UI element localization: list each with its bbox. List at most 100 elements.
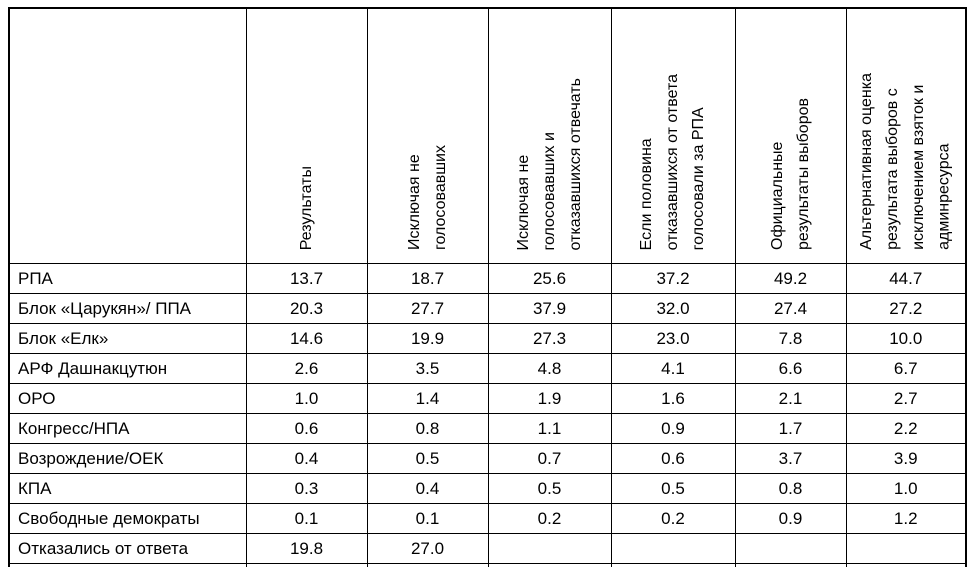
value-cell: 1.2: [845, 503, 967, 534]
value-cell: 0.2: [610, 503, 736, 534]
value-cell: 44.7: [845, 263, 967, 294]
column-header-excluding-nonvoters: Исключая не голосовавших: [366, 7, 489, 264]
value-cell: 0.6: [245, 413, 368, 444]
table-row: Блок «Царукян»/ ППА 20.3 27.7 37.9 32.0 27.4 2…: [8, 293, 967, 324]
value-cell: 32.0: [610, 293, 736, 324]
value-cell: 2.2: [845, 413, 967, 444]
column-header-label: Результаты: [297, 165, 315, 250]
column-header-label: Исключая не голосовавших: [405, 144, 449, 250]
value-cell: 0.1: [366, 503, 489, 534]
value-cell: [845, 533, 967, 564]
column-header-results: Результаты: [245, 7, 368, 264]
value-cell: 0.5: [366, 443, 489, 474]
value-cell: 27.0: [366, 533, 489, 564]
value-cell: 27.7: [366, 293, 489, 324]
value-cell: 2.6: [245, 353, 368, 384]
row-label: Свободные демократы: [8, 503, 247, 534]
results-table: Результаты Исключая не голосовавших Искл…: [8, 7, 967, 567]
value-cell: 10.0: [845, 323, 967, 354]
value-cell: 27.3: [487, 323, 612, 354]
column-header-half-refusers-rpa: Если половина отказавшихся от ответа гол…: [610, 7, 736, 264]
value-cell: 18.7: [366, 263, 489, 294]
value-cell: 26.6: [245, 563, 368, 567]
value-cell: 20.3: [245, 293, 368, 324]
value-cell: [734, 533, 847, 564]
value-cell: 0.4: [366, 473, 489, 504]
value-cell: 2.1: [734, 383, 847, 414]
value-cell: 1.9: [487, 383, 612, 414]
table-row: Не участвовали26.6: [8, 563, 967, 567]
value-cell: 7.8: [734, 323, 847, 354]
value-cell: 0.2: [487, 503, 612, 534]
value-cell: 0.9: [610, 413, 736, 444]
row-label: Отказались от ответа: [8, 533, 247, 564]
value-cell: 0.8: [734, 473, 847, 504]
value-cell: 19.8: [245, 533, 368, 564]
column-header-excluding-nonvoters-refusers: Исключая не голосовавших и отказавшихся …: [487, 7, 612, 264]
value-cell: 0.6: [610, 443, 736, 474]
value-cell: 27.2: [845, 293, 967, 324]
value-cell: 23.0: [610, 323, 736, 354]
row-label: Блок «Царукян»/ ППА: [8, 293, 247, 324]
value-cell: 4.1: [610, 353, 736, 384]
table-row: ОРО 1.0 1.4 1.9 1.6 2.1 2.7: [8, 383, 967, 414]
value-cell: 1.1: [487, 413, 612, 444]
value-cell: 0.5: [487, 473, 612, 504]
value-cell: 1.7: [734, 413, 847, 444]
column-header-label: Официальные результаты выборов: [768, 98, 812, 250]
value-cell: [487, 533, 612, 564]
row-label: ОРО: [8, 383, 247, 414]
table-body: РПА 13.7 18.7 25.6 37.2 49.2 44.7 Блок «Царукя…: [8, 263, 967, 567]
table-row: Конгресс/НПА 0.6 0.8 1.1 0.9 1.7 2.2: [8, 413, 967, 444]
value-cell: 2.7: [845, 383, 967, 414]
value-cell: [487, 563, 612, 567]
column-header-label: Альтернативная оценка результата выборов…: [857, 73, 953, 250]
value-cell: 0.5: [610, 473, 736, 504]
value-cell: 1.0: [845, 473, 967, 504]
value-cell: [845, 563, 967, 567]
value-cell: 0.4: [245, 443, 368, 474]
value-cell: 3.7: [734, 443, 847, 474]
row-label: РПА: [8, 263, 247, 294]
row-label: Блок «Елк»: [8, 323, 247, 354]
table-row: Свободные демократы 0.1 0.1 0.2 0.2 0.9 1.2: [8, 503, 967, 534]
value-cell: 13.7: [245, 263, 368, 294]
table-row: КПА 0.3 0.4 0.5 0.5 0.8 1.0: [8, 473, 967, 504]
row-label: Не участвовали: [8, 563, 247, 567]
value-cell: 14.6: [245, 323, 368, 354]
value-cell: 27.4: [734, 293, 847, 324]
value-cell: 0.9: [734, 503, 847, 534]
row-label: КПА: [8, 473, 247, 504]
value-cell: [610, 533, 736, 564]
table-row: РПА 13.7 18.7 25.6 37.2 49.2 44.7: [8, 263, 967, 294]
table-row: Возрождение/ОЕК 0.4 0.5 0.7 0.6 3.7 3.9: [8, 443, 967, 474]
value-cell: 25.6: [487, 263, 612, 294]
corner-cell: [8, 7, 247, 264]
value-cell: 37.2: [610, 263, 736, 294]
value-cell: 1.4: [366, 383, 489, 414]
row-label: Возрождение/ОЕК: [8, 443, 247, 474]
value-cell: 37.9: [487, 293, 612, 324]
row-label: АРФ Дашнакцутюн: [8, 353, 247, 384]
table-row: Блок «Елк» 14.6 19.9 27.3 23.0 7.8 10.0: [8, 323, 967, 354]
value-cell: 0.7: [487, 443, 612, 474]
value-cell: 1.6: [610, 383, 736, 414]
value-cell: 0.3: [245, 473, 368, 504]
value-cell: 1.0: [245, 383, 368, 414]
value-cell: 6.7: [845, 353, 967, 384]
row-label: Конгресс/НПА: [8, 413, 247, 444]
column-header-alternative-estimate: Альтернативная оценка результата выборов…: [845, 7, 967, 264]
header-row: Результаты Исключая не голосовавших Искл…: [8, 7, 967, 264]
table-row: АРФ Дашнакцутюн 2.6 3.5 4.8 4.1 6.6 6.7: [8, 353, 967, 384]
value-cell: [734, 563, 847, 567]
table-header: Результаты Исключая не голосовавших Искл…: [8, 7, 967, 264]
value-cell: 3.9: [845, 443, 967, 474]
value-cell: [366, 563, 489, 567]
column-header-label: Если половина отказавшихся от ответа гол…: [638, 73, 707, 250]
value-cell: 4.8: [487, 353, 612, 384]
value-cell: 19.9: [366, 323, 489, 354]
value-cell: 0.8: [366, 413, 489, 444]
column-header-label: Исключая не голосовавших и отказавшихся …: [514, 77, 584, 251]
value-cell: [610, 563, 736, 567]
